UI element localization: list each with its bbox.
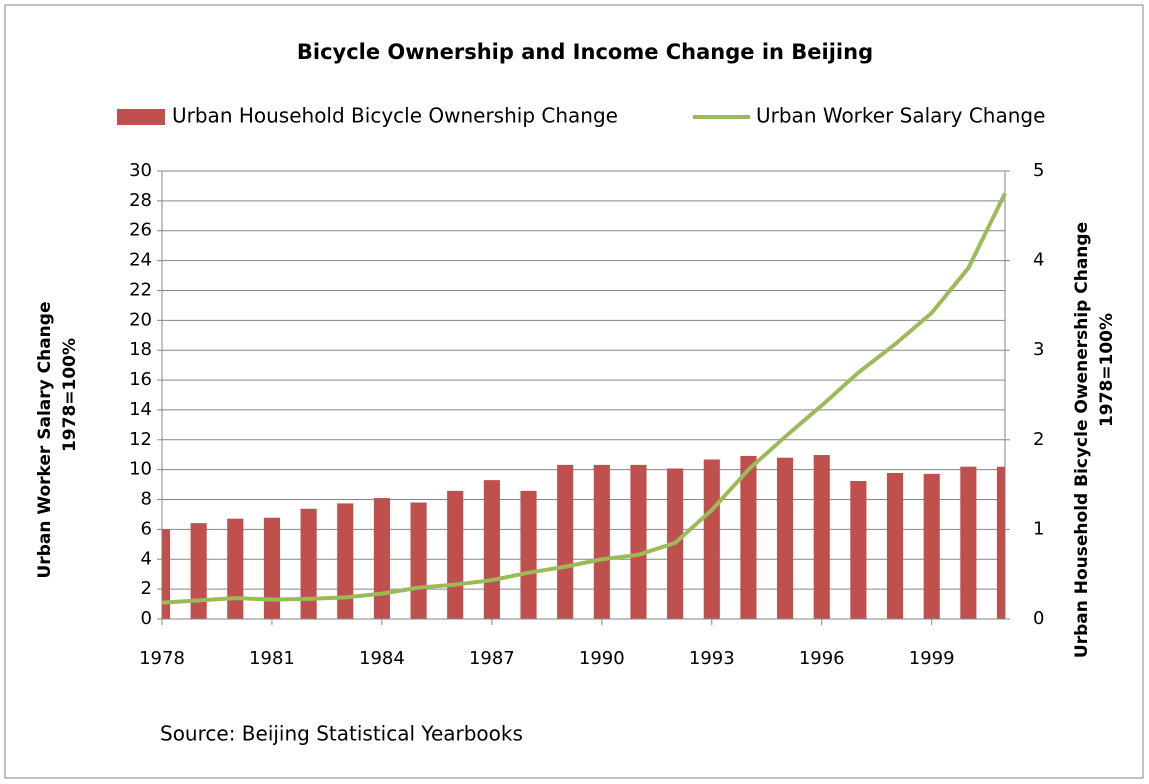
y2-tick-label: 5 [1033,160,1044,181]
bar [703,459,720,619]
y2-tick-label: 2 [1033,429,1044,450]
y-tick-label: 26 [129,220,152,241]
bar [996,466,1005,619]
bar [777,457,794,619]
bar [227,518,244,619]
x-tick-label: 1984 [359,648,405,669]
legend-label: Urban Worker Salary Change [756,104,1045,128]
y-tick-label: 0 [141,608,152,629]
bar [300,508,317,619]
bar [960,466,977,619]
x-tick-label: 1987 [469,648,515,669]
bar [850,481,867,619]
bar [557,464,574,619]
bar [410,502,427,619]
bar [923,473,940,619]
bar [886,472,904,619]
bar [483,480,500,619]
y-axis-title: Urban Worker Salary Change [35,302,55,579]
y-tick-label: 28 [129,190,152,211]
bar [813,455,830,619]
bar [337,503,354,619]
bar [593,464,610,619]
y2-axis-title: Urban Household Bicycle Owenership Chang… [1072,222,1092,658]
y-tick-label: 4 [141,548,152,569]
y-tick-label: 30 [129,160,152,181]
bar [630,464,647,619]
x-tick-label: 1978 [139,648,185,669]
y-axis-title: 1978=100% [60,338,80,452]
y-tick-label: 18 [129,339,152,360]
bar [373,498,390,619]
bar [520,490,537,619]
legend-label: Urban Household Bicycle Ownership Change [172,104,618,128]
source-note: Source: Beijing Statistical Yearbooks [160,722,523,746]
x-tick-label: 1996 [799,648,845,669]
bar [162,529,171,619]
y2-tick-label: 3 [1033,339,1044,360]
y-tick-label: 20 [129,309,152,330]
y-tick-label: 22 [129,279,152,300]
y-tick-label: 10 [129,459,152,480]
y2-axis-title: 1978=100% [1097,313,1117,427]
y2-tick-label: 0 [1033,608,1044,629]
y-tick-label: 12 [129,429,152,450]
y-tick-label: 16 [129,369,152,390]
y2-tick-label: 1 [1033,518,1044,539]
y2-tick-label: 4 [1033,250,1044,271]
x-tick-label: 1993 [689,648,735,669]
legend-swatch [117,109,165,125]
chart-frame [4,4,1144,779]
y-tick-label: 2 [141,578,152,599]
y-tick-label: 6 [141,518,152,539]
y-tick-label: 24 [129,250,152,271]
chart-title: Bicycle Ownership and Income Change in B… [297,40,873,64]
y-tick-label: 8 [141,489,152,510]
line [161,192,1007,605]
x-tick-label: 1999 [909,648,955,669]
x-tick-label: 1981 [249,648,295,669]
y-tick-label: 14 [129,399,152,420]
bar [263,517,281,619]
x-tick-label: 1990 [579,648,625,669]
bar [740,455,757,619]
bar [447,490,464,619]
bar [190,523,207,619]
